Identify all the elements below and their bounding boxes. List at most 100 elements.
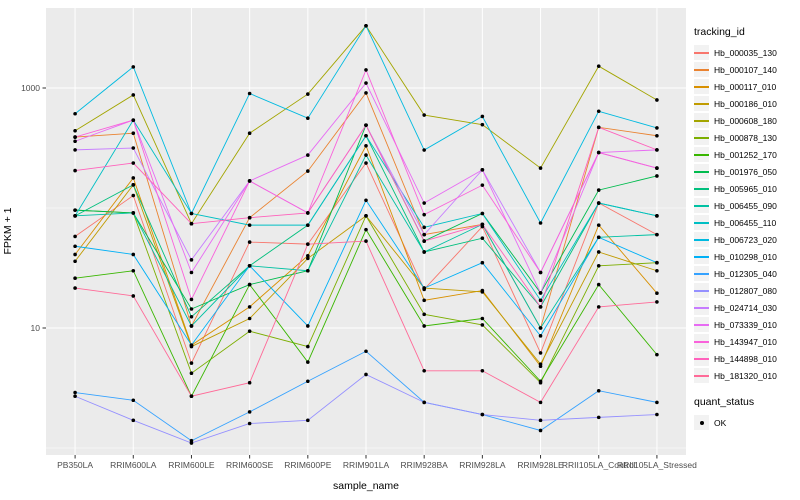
legend-quant-section: quant_status OK [694, 396, 798, 431]
x-tick-label: RRIM901LA [343, 460, 390, 470]
data-point-Hb_000117_010 [655, 291, 659, 295]
data-point-Hb_005965_010 [131, 183, 136, 187]
data-point-Hb_012305_040 [247, 410, 252, 414]
data-point-Hb_000035_130 [538, 351, 543, 355]
y-tick-label: 10 [31, 323, 41, 333]
data-point-Hb_001976_050 [247, 282, 252, 287]
data-point-Hb_000878_130 [422, 312, 426, 317]
legend-key-swatch [694, 232, 709, 247]
data-point-Hb_000608_180 [655, 98, 659, 102]
data-point-Hb_001252_170 [655, 352, 659, 357]
legend-key-line-icon [694, 221, 709, 224]
data-point-Hb_006723_020 [422, 148, 426, 152]
data-point-Hb_006455_110 [364, 133, 368, 138]
data-point-Hb_006723_020 [306, 116, 310, 121]
data-point-Hb_010298_010 [189, 343, 194, 347]
legend-item-label: Hb_000117_010 [714, 81, 777, 92]
legend-item-label: Hb_144898_010 [714, 353, 777, 364]
legend-key-line-icon [694, 102, 709, 105]
data-point-Hb_001976_050 [596, 188, 601, 192]
data-point-Hb_006723_020 [596, 109, 601, 114]
data-point-Hb_010298_010 [480, 260, 485, 265]
legend-key-swatch [694, 164, 709, 179]
data-point-Hb_000117_010 [131, 176, 136, 180]
legend-key-line-icon [694, 85, 709, 88]
legend-item-Hb_006723_020: Hb_006723_020 [694, 231, 798, 248]
data-point-Hb_012807_080 [247, 421, 252, 426]
legend-key-line-icon [694, 136, 709, 139]
x-axis-title: sample_name [333, 480, 399, 492]
data-point-Hb_181320_010 [422, 368, 426, 373]
legend-key-line-icon [694, 204, 709, 207]
legend-item-quant-ok: OK [694, 414, 798, 431]
data-point-Hb_000878_130 [306, 344, 310, 349]
data-point-Hb_000186_010 [306, 256, 310, 261]
legend-key-line-icon [694, 68, 709, 71]
data-point-Hb_006723_020 [655, 126, 659, 130]
data-point-Hb_143947_010 [596, 150, 601, 155]
data-point-Hb_010298_010 [247, 263, 252, 268]
data-point-Hb_143947_010 [538, 270, 543, 275]
legend-item-label: Hb_024714_030 [714, 302, 777, 313]
legend-item-Hb_001252_170: Hb_001252_170 [694, 146, 798, 163]
data-point-Hb_012807_080 [131, 418, 136, 423]
data-point-Hb_006723_020 [247, 91, 252, 96]
data-point-Hb_000117_010 [422, 298, 426, 303]
legend-key-swatch [694, 215, 709, 230]
data-point-Hb_006455_110 [596, 201, 601, 205]
data-point-Hb_012305_040 [73, 390, 77, 395]
data-point-Hb_006723_020 [73, 111, 77, 116]
data-point-Hb_012305_040 [131, 398, 136, 403]
data-point-Hb_012807_080 [480, 412, 485, 417]
black-point-icon [699, 420, 704, 425]
data-point-Hb_001252_170 [480, 316, 485, 321]
legend-item-Hb_010298_010: Hb_010298_010 [694, 248, 798, 265]
legend-key-swatch [694, 198, 709, 213]
data-point-Hb_144898_010 [73, 168, 77, 173]
data-point-Hb_001252_170 [364, 227, 368, 232]
legend-key-swatch [694, 113, 709, 128]
data-point-Hb_000035_130 [131, 193, 136, 198]
data-point-Hb_000035_130 [73, 234, 77, 239]
data-point-Hb_000608_180 [131, 93, 136, 97]
data-point-Hb_010298_010 [73, 244, 77, 249]
data-point-Hb_000035_130 [189, 361, 194, 365]
legend-key-line-icon [694, 357, 709, 360]
data-point-Hb_012305_040 [306, 379, 310, 384]
data-point-Hb_000186_010 [73, 259, 77, 264]
legend-item-label: Hb_012807_080 [714, 285, 777, 296]
data-point-Hb_143947_010 [480, 183, 485, 187]
data-point-Hb_143947_010 [364, 68, 368, 72]
data-point-Hb_000186_010 [596, 250, 601, 254]
legend-key-swatch [694, 130, 709, 145]
data-point-Hb_000186_010 [247, 316, 252, 321]
data-point-Hb_001976_050 [189, 307, 194, 311]
legend-key-swatch [694, 415, 709, 430]
data-point-Hb_001252_170 [306, 360, 310, 364]
data-point-Hb_181320_010 [480, 368, 485, 373]
legend-key-line-icon [694, 51, 709, 54]
legend: tracking_id Hb_000035_130 Hb_000107_140 Hb… [694, 26, 798, 431]
data-point-Hb_073339_010 [364, 81, 368, 85]
legend-key-swatch [694, 62, 709, 77]
legend-item-Hb_000608_180: Hb_000608_180 [694, 112, 798, 129]
data-point-Hb_000608_180 [422, 113, 426, 117]
x-tick-label: RRIM600SE [226, 460, 274, 470]
data-point-Hb_073339_010 [306, 153, 310, 157]
data-point-Hb_006455_110 [422, 225, 426, 230]
data-point-Hb_010298_010 [306, 324, 310, 328]
legend-item-Hb_000035_130: Hb_000035_130 [694, 44, 798, 61]
legend-title-tracking-id: tracking_id [694, 26, 745, 38]
legend-item-Hb_144898_010: Hb_144898_010 [694, 350, 798, 367]
legend-key-line-icon [694, 323, 709, 326]
legend-key-line-icon [694, 289, 709, 292]
data-point-Hb_006455_090 [422, 250, 426, 254]
data-point-Hb_073339_010 [422, 201, 426, 205]
legend-key-line-icon [694, 306, 709, 309]
data-point-Hb_012807_080 [189, 441, 194, 445]
data-point-Hb_006723_020 [364, 23, 368, 28]
legend-item-Hb_000117_010: Hb_000117_010 [694, 78, 798, 95]
data-point-Hb_000608_180 [480, 122, 485, 127]
data-point-Hb_001976_050 [655, 174, 659, 178]
legend-item-Hb_006455_110: Hb_006455_110 [694, 214, 798, 231]
